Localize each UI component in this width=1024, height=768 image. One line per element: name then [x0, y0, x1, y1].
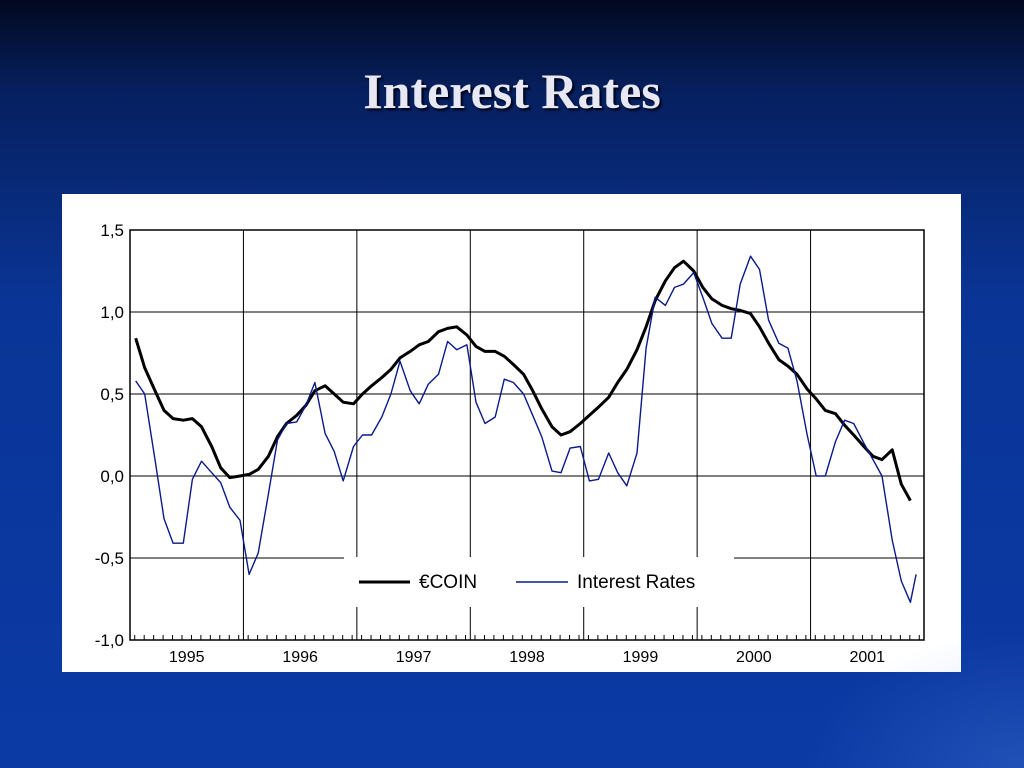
x-tick-label: 1995 — [169, 649, 205, 666]
x-tick-label: 1998 — [509, 649, 545, 666]
legend-label-coin: €COIN — [419, 572, 477, 593]
slide-title: Interest Rates — [363, 63, 661, 119]
interest-rates-series-line — [135, 255, 917, 603]
x-tick-label: 2001 — [849, 649, 885, 666]
x-tick-label: 1996 — [282, 649, 318, 666]
x-tick-label: 1999 — [623, 649, 659, 666]
x-tick-label: 1997 — [396, 649, 432, 666]
chart-panel: 1,5 1,0 0,5 0,0 -0,5 -1,0 1995 1996 1997 1998 1999… — [62, 194, 961, 672]
y-tick-label: 0,0 — [100, 467, 124, 486]
x-tick-label: 2000 — [736, 649, 772, 666]
y-tick-label: -0,5 — [95, 549, 124, 568]
decorative-wave — [764, 608, 1024, 768]
y-tick-label: 1,5 — [100, 221, 124, 240]
y-tick-label: 0,5 — [100, 385, 124, 404]
line-chart: 1,5 1,0 0,5 0,0 -0,5 -1,0 1995 1996 1997 1998 1999… — [95, 221, 925, 666]
y-tick-label: -1,0 — [95, 631, 124, 650]
plot-frame — [129, 229, 925, 641]
legend-label-interest-rates: Interest Rates — [577, 572, 695, 593]
coin-series-line — [134, 259, 912, 502]
y-tick-label: 1,0 — [100, 303, 124, 322]
